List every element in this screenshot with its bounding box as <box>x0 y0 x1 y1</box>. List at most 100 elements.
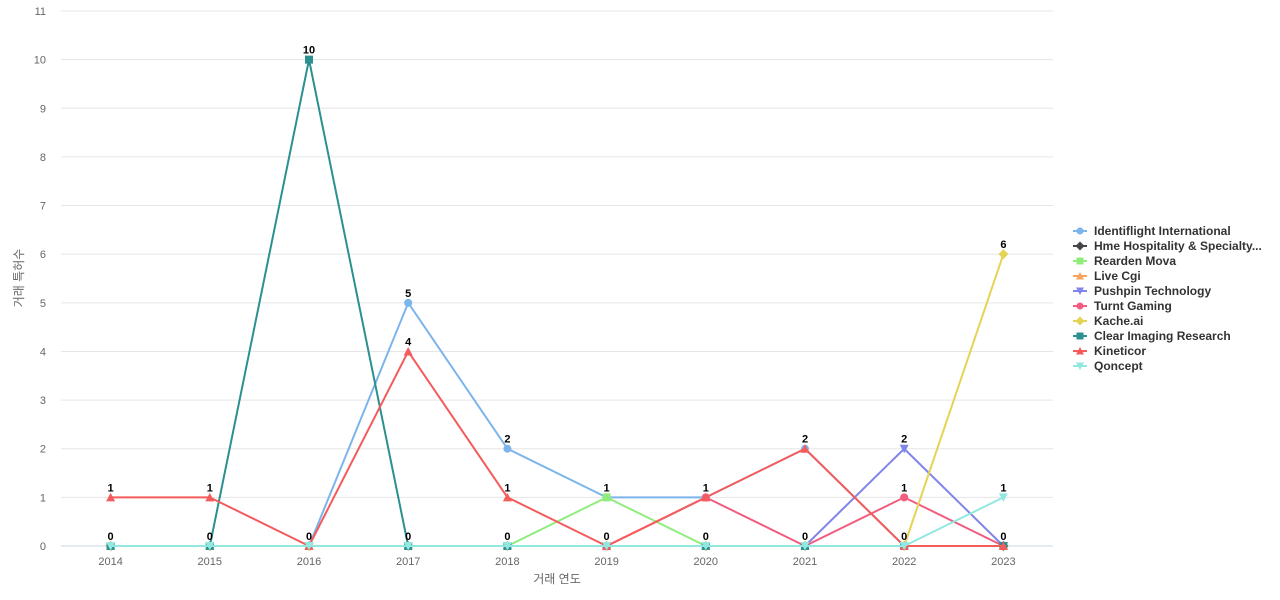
data-label: 2 <box>901 434 907 446</box>
y-tick-label: 5 <box>40 298 46 310</box>
data-point <box>1076 347 1084 355</box>
data-point <box>503 444 512 453</box>
series <box>106 493 1008 551</box>
x-tick-label: 2014 <box>98 556 122 568</box>
legend-item: Clear Imaging Research <box>1073 329 1231 343</box>
legend-label: Identiflight International <box>1094 224 1231 238</box>
legend-item: Turnt Gaming <box>1073 299 1172 313</box>
x-axis-title: 거래 연도 <box>533 572 581 586</box>
legend-item: Hme Hospitality & Specialty... <box>1073 239 1262 253</box>
data-point <box>1076 287 1084 295</box>
data-label: 2 <box>802 434 808 446</box>
data-point <box>1076 257 1084 265</box>
data-label: 0 <box>604 531 610 543</box>
legend-item: Pushpin Technology <box>1073 284 1211 298</box>
legend-item: Live Cgi <box>1073 269 1141 283</box>
data-point <box>602 493 611 502</box>
x-tick-label: 2023 <box>991 556 1015 568</box>
data-point <box>404 298 413 307</box>
legend-label: Kache.ai <box>1094 314 1143 328</box>
legend-item: Qoncept <box>1073 359 1143 373</box>
data-point <box>899 444 909 454</box>
data-point <box>701 542 711 551</box>
data-point <box>1075 316 1085 326</box>
data-point <box>998 249 1009 260</box>
data-point <box>900 493 909 502</box>
legend-label: Turnt Gaming <box>1094 299 1172 313</box>
data-label: 1 <box>1000 482 1006 494</box>
data-point <box>899 542 909 551</box>
legend-label: Kineticor <box>1094 344 1146 358</box>
data-point <box>800 444 810 453</box>
data-point <box>106 542 116 551</box>
x-tick-label: 2015 <box>198 556 222 568</box>
data-point <box>1076 227 1084 235</box>
data-point <box>602 542 612 551</box>
y-tick-label: 8 <box>40 152 46 164</box>
series-group <box>105 55 1009 551</box>
data-label: 1 <box>604 482 610 494</box>
x-tick-label: 2020 <box>694 556 718 568</box>
data-label: 2 <box>504 434 510 446</box>
data-label: 6 <box>1000 239 1006 251</box>
data-point <box>1075 241 1085 251</box>
data-label: 1 <box>108 482 114 494</box>
legend-label: Live Cgi <box>1094 269 1141 283</box>
data-label: 0 <box>802 531 808 543</box>
data-label: 5 <box>405 288 411 300</box>
data-point <box>1076 302 1084 310</box>
data-label: 10 <box>303 45 315 57</box>
data-point <box>502 542 512 551</box>
series-line <box>110 301 1004 547</box>
data-point <box>403 542 413 551</box>
data-label: 0 <box>405 531 411 543</box>
x-tick-label: 2018 <box>495 556 519 568</box>
grid-lines <box>61 10 1053 498</box>
y-axis-title: 거래 특허수 <box>12 249 26 308</box>
data-label: 1 <box>901 482 907 494</box>
y-tick-label: 6 <box>40 249 46 261</box>
data-label: 0 <box>207 531 213 543</box>
data-label: 4 <box>405 336 412 348</box>
legend-label: Qoncept <box>1094 359 1143 373</box>
data-point <box>304 542 314 551</box>
legend-item: Rearden Mova <box>1073 254 1176 268</box>
y-tick-label: 1 <box>40 492 46 504</box>
data-point <box>205 492 215 502</box>
y-tick-label: 3 <box>40 395 46 407</box>
y-tick-label: 10 <box>34 55 46 67</box>
data-label: 0 <box>703 531 709 543</box>
data-point <box>502 492 512 502</box>
x-tick-label: 2022 <box>892 556 916 568</box>
data-label: 0 <box>306 531 312 543</box>
data-point <box>701 492 711 502</box>
x-tick-label: 2017 <box>396 556 420 568</box>
legend-label: Pushpin Technology <box>1094 284 1211 298</box>
legend-label: Clear Imaging Research <box>1094 329 1231 343</box>
y-tick-label: 2 <box>40 444 46 456</box>
data-point <box>205 542 215 551</box>
legend-label: Hme Hospitality & Specialty... <box>1094 239 1262 253</box>
x-tick-label: 2021 <box>793 556 817 568</box>
data-point <box>305 55 313 64</box>
x-tick-label: 2016 <box>297 556 321 568</box>
y-tick-label: 11 <box>35 6 46 18</box>
data-label: 1 <box>207 482 213 494</box>
legend-item: Kineticor <box>1073 344 1146 358</box>
data-point <box>998 541 1008 550</box>
data-label: 0 <box>1000 531 1006 543</box>
data-point <box>1076 362 1084 370</box>
data-label: 0 <box>901 531 907 543</box>
data-point <box>1076 332 1084 340</box>
x-axis-ticks: 2014 2015 2016 2017 2018 2019 2020 2021 2022 2023 <box>98 556 1015 568</box>
data-point <box>403 346 413 356</box>
y-tick-label: 0 <box>40 541 46 553</box>
legend-item: Identiflight International <box>1073 224 1231 238</box>
series-line <box>110 350 1004 547</box>
legend-label: Rearden Mova <box>1094 254 1176 268</box>
data-point <box>998 493 1008 502</box>
legend-item: Kache.ai <box>1073 314 1143 328</box>
